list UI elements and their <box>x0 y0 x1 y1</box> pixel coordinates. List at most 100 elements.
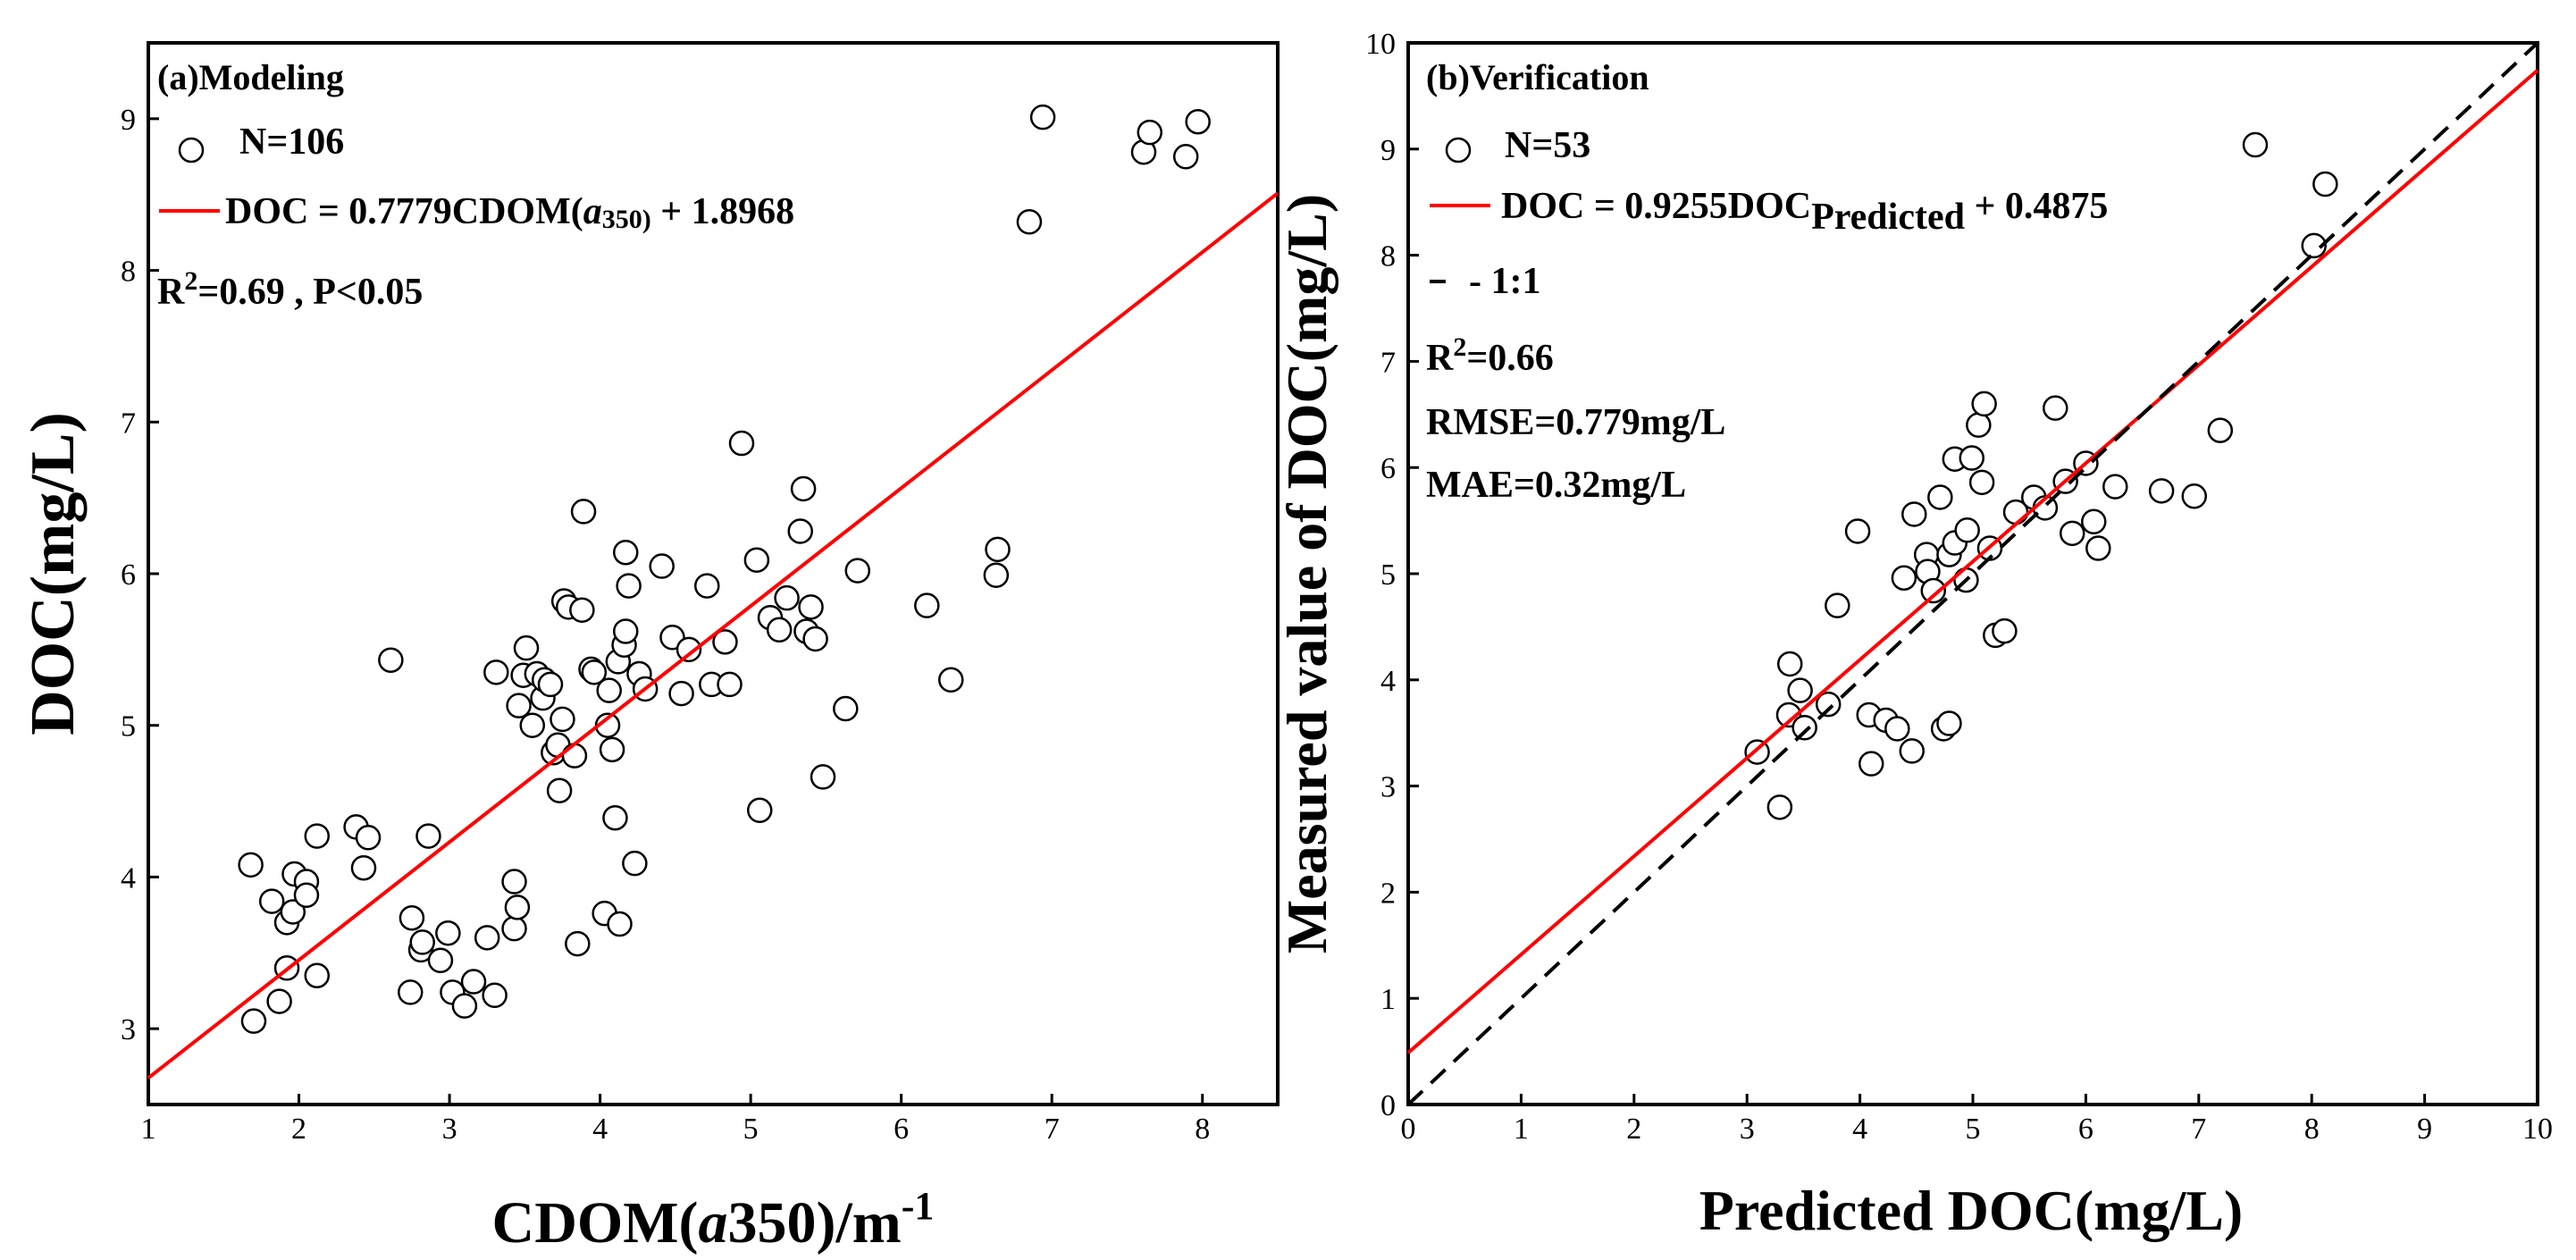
a-data-point <box>409 929 435 955</box>
a-data-point <box>599 736 625 763</box>
b-y-tick-label: 8 <box>1380 240 1396 273</box>
b-x-tick-label: 0 <box>1401 1113 1416 1146</box>
b-data-point <box>2312 171 2338 197</box>
a-data-point <box>844 558 871 584</box>
a-data-point <box>938 667 964 693</box>
a-data-point <box>983 562 1010 588</box>
b-y-tick-label: 3 <box>1380 771 1396 804</box>
a-data-point <box>596 677 622 703</box>
panel-a-legend-marker <box>178 137 205 164</box>
a-data-point <box>766 617 793 643</box>
b-data-point <box>1858 751 1884 777</box>
b-data-point <box>1966 412 1992 438</box>
b-data-point <box>1954 517 1980 543</box>
b-data-point <box>1920 577 1947 604</box>
b-data-point <box>1959 445 1984 471</box>
b-x-tick-label: 2 <box>1626 1113 1641 1146</box>
a-data-point <box>304 962 331 988</box>
b-data-point <box>2148 478 2175 504</box>
a-data-point <box>238 852 264 878</box>
a-y-tick-label: 6 <box>121 559 136 592</box>
a-data-point <box>774 584 800 611</box>
b-data-point <box>2085 535 2111 561</box>
a-data-point <box>616 573 642 599</box>
a-data-point <box>550 706 575 733</box>
a-data-point <box>787 518 813 544</box>
a-data-point <box>350 854 377 881</box>
b-data-point <box>1815 691 1842 718</box>
a-x-tick-label: 6 <box>894 1113 909 1146</box>
b-one-to-one-line <box>1406 41 2539 1106</box>
panel-b-legend-n: N=53 <box>1505 125 1590 166</box>
a-data-point <box>712 629 738 655</box>
a-data-point <box>482 982 508 1009</box>
b-data-point <box>1936 710 1962 736</box>
a-data-point <box>790 475 817 502</box>
a-data-point <box>613 618 639 644</box>
a-data-point <box>501 869 527 895</box>
a-data-point <box>985 536 1011 563</box>
a-data-point <box>280 899 306 925</box>
b-y-tick-label: 2 <box>1380 877 1396 910</box>
a-data-point <box>1137 119 1162 146</box>
a-data-point <box>546 777 573 803</box>
b-data-point <box>1901 501 1927 527</box>
b-data-point <box>2059 520 2085 547</box>
b-data-point <box>2043 395 2068 421</box>
a-data-point <box>717 671 743 698</box>
b-x-tick-label: 4 <box>1852 1113 1867 1146</box>
b-y-tick-label: 0 <box>1380 1089 1396 1122</box>
a-x-tick-label: 7 <box>1045 1113 1060 1146</box>
b-data-point <box>1927 484 1953 510</box>
panel-b-ticks: 0 1 2 3 4 5 6 7 8 9 10 0 1 2 3 4 5 6 7 8 9 10 <box>1365 28 2553 1146</box>
a-data-point <box>1029 104 1056 130</box>
a-data-point <box>397 979 424 1005</box>
b-data-point <box>1844 518 1871 544</box>
b-x-tick-label: 5 <box>1966 1113 1981 1146</box>
b-y-tick-label: 5 <box>1380 559 1396 592</box>
b-x-tick-label: 10 <box>2522 1113 2553 1146</box>
a-y-tick-label: 9 <box>121 104 136 137</box>
panel-b-title: (b)Verification <box>1426 57 1649 97</box>
a-x-tick-label: 1 <box>141 1113 156 1146</box>
a-y-tick-label: 3 <box>121 1013 136 1046</box>
panel-b-lines <box>1406 41 2539 1106</box>
a-data-point <box>602 804 628 831</box>
a-data-point <box>569 597 595 623</box>
a-data-point <box>537 671 564 698</box>
a-x-tick-label: 5 <box>743 1113 759 1146</box>
panel-a-ticks: 1 2 3 4 5 6 7 8 3 4 5 6 7 8 9 <box>121 104 1210 1146</box>
a-data-point <box>266 988 292 1014</box>
a-data-point <box>565 930 591 957</box>
a-data-point <box>810 764 836 790</box>
b-data-point <box>1787 677 1813 703</box>
a-data-point <box>607 911 633 937</box>
panel-b-legend-oneone: - 1:1 <box>1469 261 1540 302</box>
b-data-point <box>2102 474 2128 500</box>
a-data-point <box>1185 109 1211 135</box>
b-y-tick-label: 4 <box>1380 665 1396 698</box>
b-x-tick-label: 7 <box>2191 1113 2206 1146</box>
panel-b-legend-marker <box>1445 137 1472 164</box>
a-x-tick-label: 8 <box>1195 1113 1210 1146</box>
b-x-tick-label: 8 <box>2304 1113 2320 1146</box>
a-data-point <box>355 825 382 851</box>
a-data-point <box>649 553 675 579</box>
b-x-tick-label: 3 <box>1740 1113 1755 1146</box>
b-data-point <box>2181 483 2207 509</box>
a-data-point <box>504 895 531 920</box>
b-data-point <box>1971 391 1997 417</box>
b-fit-line <box>1406 69 2539 1054</box>
a-data-point <box>622 850 648 877</box>
panel-b-legend-mae: MAE=0.32mg/L <box>1426 465 1686 506</box>
a-data-point <box>914 592 940 618</box>
b-y-tick-label: 10 <box>1365 28 1396 61</box>
panel-a-modeling: 1 2 3 4 5 6 7 8 3 4 5 6 7 8 9 (a)Modeling N=106 DOC = … <box>19 41 1280 1256</box>
panel-b-y-axis-title: Measured value of DOC(mg/L) <box>1275 194 1338 953</box>
a-data-point <box>399 905 425 931</box>
b-data-point <box>1825 592 1850 618</box>
a-data-point <box>1172 144 1199 170</box>
b-y-tick-label: 7 <box>1380 346 1396 379</box>
b-data-point <box>1968 469 1995 496</box>
panel-b-verification: 0 1 2 3 4 5 6 7 8 9 10 0 1 2 3 4 5 6 7 8 9 10 (b)Verification… <box>1275 28 2553 1242</box>
